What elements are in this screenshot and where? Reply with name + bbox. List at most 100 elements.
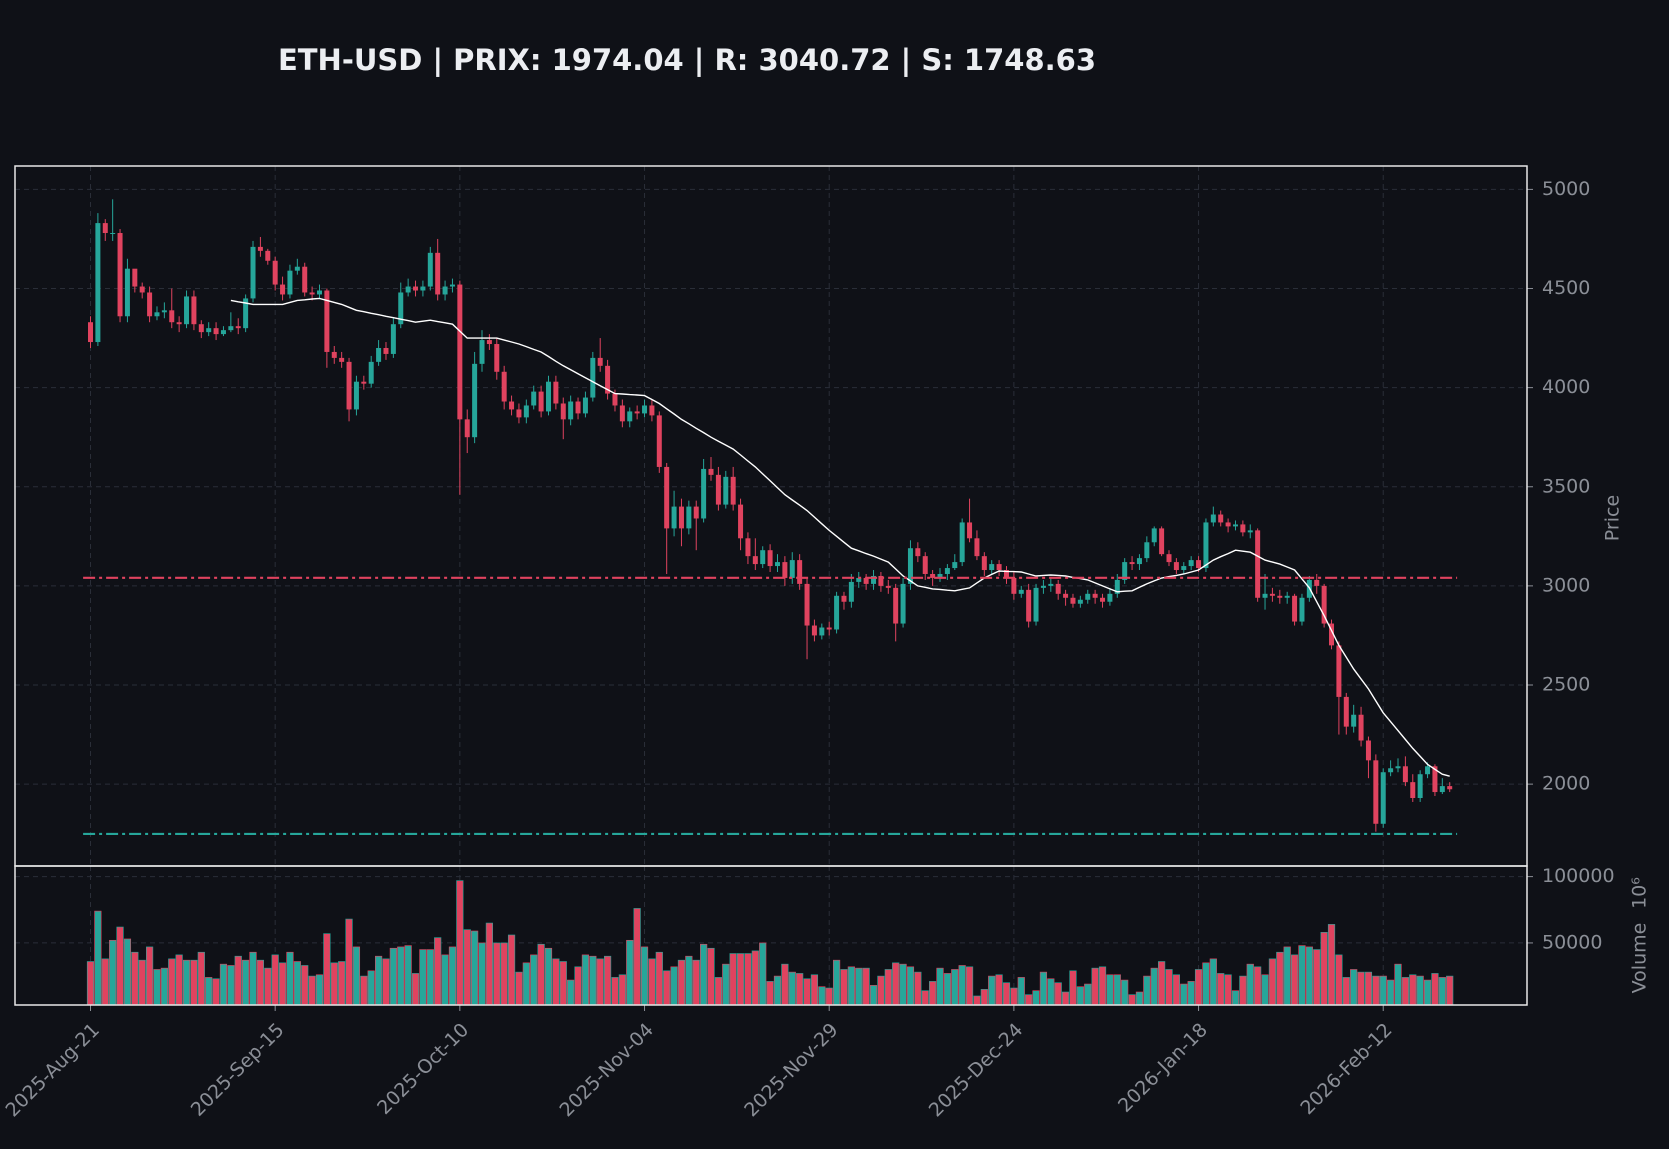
candle-body	[627, 411, 633, 422]
volume-bar	[1431, 973, 1439, 1006]
candle-body	[671, 506, 677, 529]
volume-bar	[1268, 958, 1277, 1006]
volume-bar	[500, 942, 508, 1006]
volume-bar	[729, 953, 737, 1006]
volume-bar	[663, 970, 671, 1006]
candle-body	[1314, 579, 1320, 586]
volume-bar	[1017, 977, 1025, 1006]
volume-bar	[759, 942, 767, 1006]
candle-body	[1218, 514, 1224, 523]
volume-bar	[1091, 967, 1099, 1006]
volume-bar	[1446, 975, 1454, 1006]
candle-body	[1269, 593, 1275, 596]
volume-bar	[1054, 982, 1062, 1006]
candle-body	[1262, 593, 1268, 598]
candle-body	[361, 381, 367, 384]
candle-body	[686, 506, 692, 529]
volume-bar	[1401, 977, 1409, 1006]
volume-bar	[434, 937, 442, 1006]
candle-body	[612, 393, 618, 406]
candle-body	[413, 286, 419, 291]
candle-body	[545, 381, 551, 412]
candle-body	[464, 419, 470, 438]
volume-bar	[700, 943, 708, 1006]
candle-body	[331, 351, 337, 358]
volume-bar	[389, 947, 397, 1006]
volume-bar	[522, 962, 530, 1006]
volume-bar	[1416, 975, 1424, 1006]
candle-body	[1122, 562, 1128, 580]
volume-bar	[603, 955, 612, 1006]
volume-tick-label: 100000	[1542, 865, 1615, 887]
candle-body	[1181, 566, 1187, 571]
candle-body	[1048, 583, 1054, 586]
candle-body	[139, 286, 145, 293]
candle-body	[1447, 786, 1453, 790]
candle-body	[346, 361, 352, 410]
candle-body	[974, 538, 980, 557]
volume-bar	[1209, 958, 1217, 1006]
volume-bar	[308, 975, 316, 1006]
candle-body	[634, 411, 640, 414]
candle-body	[1432, 766, 1438, 793]
volume-bar	[1128, 994, 1136, 1006]
candle-body	[752, 556, 758, 565]
volume-bar	[766, 981, 774, 1006]
volume-bar	[1121, 979, 1129, 1006]
candle-body	[930, 573, 936, 578]
volume-bar	[197, 951, 205, 1006]
volume-bar	[530, 954, 538, 1006]
candle-body	[804, 583, 810, 626]
volume-bar	[1032, 990, 1040, 1006]
volume-offset-label: 10⁶	[1629, 877, 1651, 909]
candle-body	[390, 324, 396, 354]
candle-body	[922, 556, 928, 574]
candle-body	[161, 310, 167, 313]
volume-bar	[581, 954, 590, 1006]
volume-bar	[315, 974, 324, 1006]
candle-body	[1439, 786, 1445, 793]
candle-body	[819, 627, 825, 636]
candle-body	[302, 266, 308, 293]
volume-bar	[840, 969, 848, 1006]
candle-body	[250, 246, 256, 299]
volume-bar	[1135, 991, 1144, 1006]
volume-bar	[212, 978, 220, 1006]
candle-body	[1055, 583, 1061, 594]
candle-body	[235, 326, 241, 329]
candle-body	[730, 476, 736, 505]
volume-bar	[589, 955, 597, 1006]
volume-bar	[803, 978, 811, 1006]
y-tick-label: 4500	[1542, 277, 1590, 299]
candle-body	[228, 326, 234, 331]
candle-body	[1247, 530, 1253, 533]
volume-bar	[1113, 974, 1121, 1006]
candle-body	[1410, 782, 1416, 799]
candle-body	[664, 466, 670, 529]
volume-bar	[670, 966, 678, 1006]
candle-body	[398, 292, 404, 325]
volume-bar	[330, 962, 338, 1006]
candle-body	[280, 284, 286, 295]
candle-body	[509, 401, 515, 410]
candle-body	[1277, 595, 1283, 598]
volume-bar	[567, 979, 575, 1006]
candle-body	[575, 401, 581, 414]
volume-bar	[810, 974, 819, 1006]
candle-body	[339, 357, 345, 362]
candle-body	[1203, 522, 1209, 569]
candle-body	[1402, 766, 1408, 783]
candle-body	[1284, 595, 1290, 598]
candle-body	[1136, 558, 1142, 565]
candle-body	[324, 290, 330, 352]
volume-bar	[1423, 979, 1432, 1006]
candle-body	[1173, 562, 1179, 571]
volume-bar	[1254, 966, 1262, 1006]
candle-body	[590, 357, 596, 398]
volume-bar	[1387, 979, 1395, 1006]
volume-bar	[1010, 987, 1018, 1006]
y-tick-label: 3500	[1542, 475, 1590, 497]
candle-body	[1159, 528, 1165, 555]
candle-body	[457, 284, 463, 420]
candle-body	[834, 595, 840, 630]
